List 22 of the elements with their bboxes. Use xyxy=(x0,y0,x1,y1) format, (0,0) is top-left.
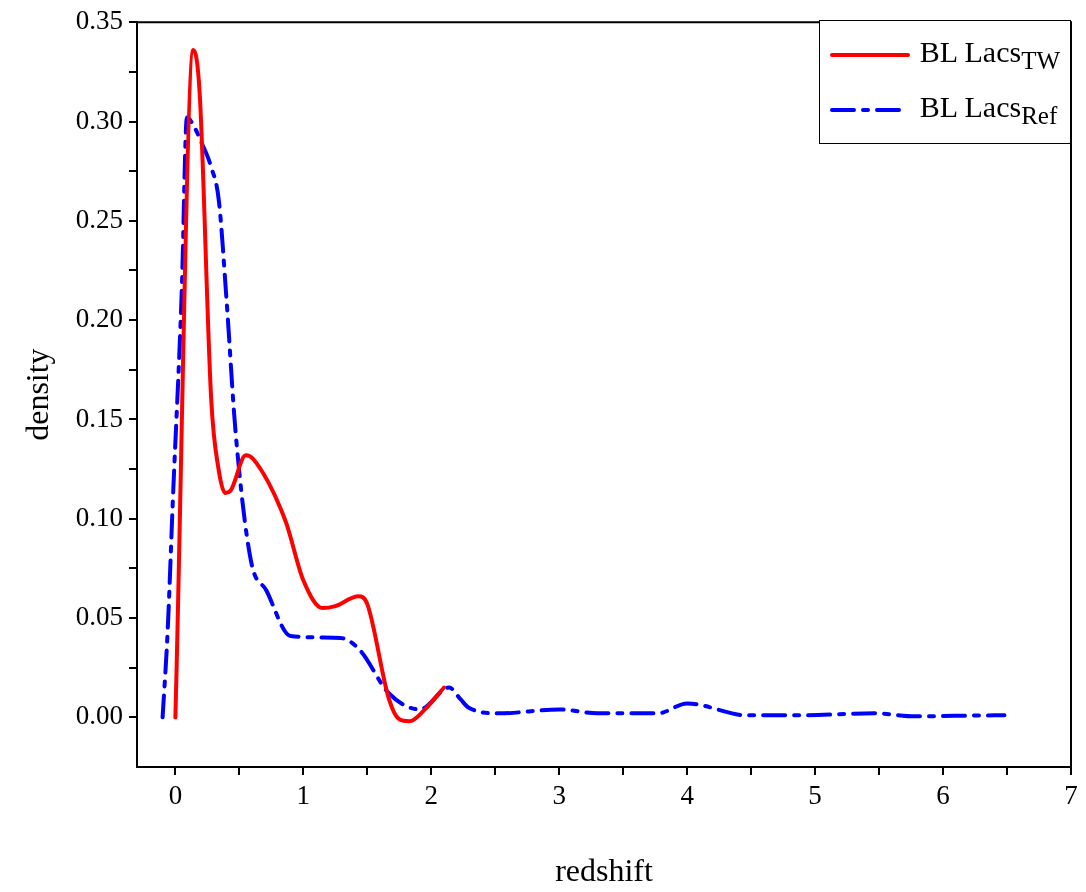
x-tick-label: 5 xyxy=(808,780,822,811)
x-tick-label: 1 xyxy=(296,780,311,811)
x-axis-title: redshift xyxy=(555,852,653,889)
x-tick-label: 7 xyxy=(1064,780,1078,811)
x-tick-label: 4 xyxy=(680,780,695,811)
line-series xyxy=(160,115,1007,720)
x-tick-label: 3 xyxy=(552,780,566,811)
line-series xyxy=(173,48,447,724)
y-tick-label: 0.15 xyxy=(75,402,123,433)
legend-label: BL Lacs$_{TW}$ xyxy=(919,34,1060,75)
x-tick-label: 2 xyxy=(424,780,439,811)
y-tick-label: 0.00 xyxy=(75,700,123,731)
y-tick-label: 0.35 xyxy=(75,5,123,36)
y-tick-label: 0.25 xyxy=(75,203,123,234)
y-tick-label: 0.10 xyxy=(75,501,123,532)
y-axis-title: density xyxy=(18,348,55,441)
y-tick-label: 0.30 xyxy=(75,104,123,135)
legend-label: BL Lacs$_{Ref}$ xyxy=(919,89,1058,130)
y-tick-label: 0.20 xyxy=(75,303,123,334)
x-tick-label: 0 xyxy=(168,780,183,811)
x-tick-label: 6 xyxy=(936,780,950,811)
y-tick-label: 0.05 xyxy=(75,601,123,632)
